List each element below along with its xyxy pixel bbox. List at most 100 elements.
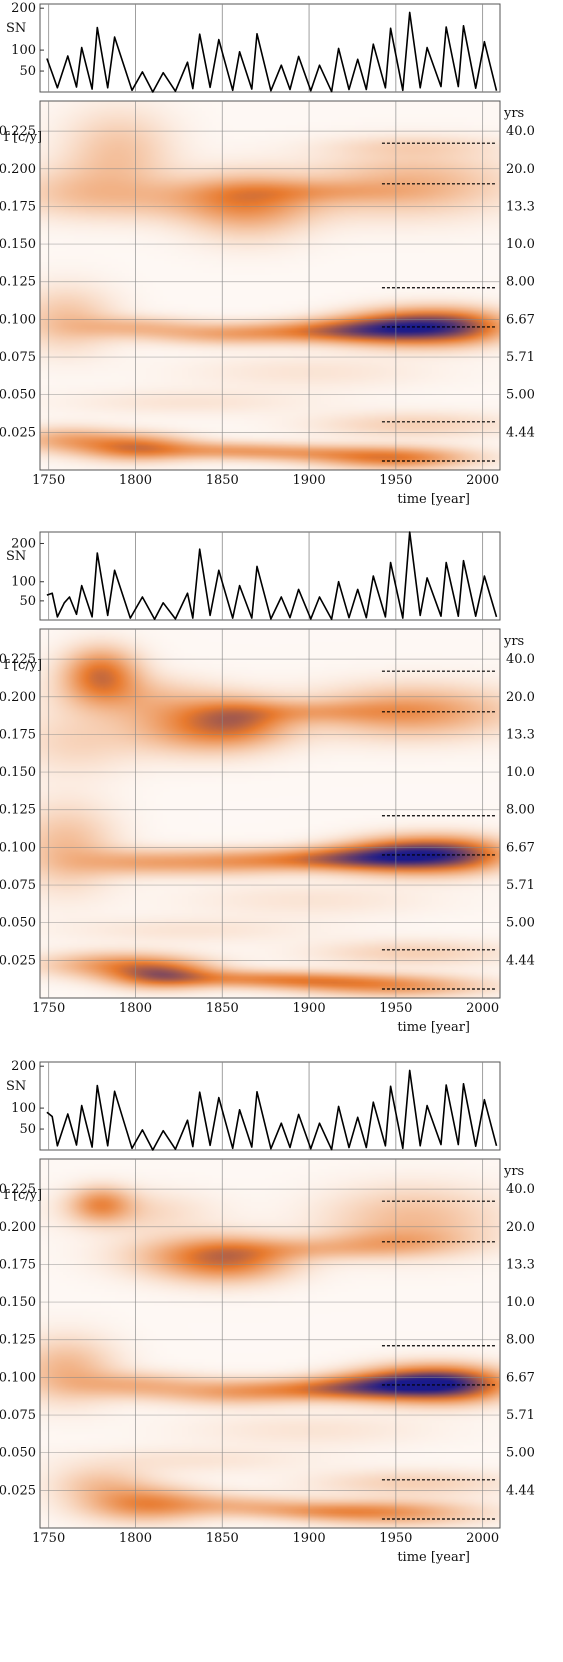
period-tick-label: 5.71	[506, 1408, 535, 1423]
sn-axis-label: SN	[6, 549, 26, 564]
sn-tick-label: 100	[11, 575, 36, 590]
period-tick-label: 5.00	[506, 388, 535, 403]
f-tick-label: 0.175	[0, 727, 36, 742]
period-tick-label: 5.00	[506, 1446, 535, 1461]
spectrogram-image	[40, 101, 500, 470]
sn-frame	[39, 3, 501, 93]
period-tick-label: 5.71	[506, 350, 535, 365]
f-tick-label: 0.125	[0, 1333, 36, 1348]
period-tick-label: 13.3	[506, 727, 535, 742]
f-tick-label: 0.100	[0, 1370, 36, 1385]
f-tick-label: 0.150	[0, 765, 36, 780]
period-tick-label: 40.0	[506, 652, 535, 667]
period-tick-label: 10.0	[506, 765, 535, 780]
x-tick-label: 1750	[32, 1531, 65, 1546]
sn-tick-label: 100	[11, 1101, 36, 1116]
x-tick-label: 1900	[293, 1531, 326, 1546]
heatmap-frame	[39, 1158, 501, 1529]
f-tick-label: 0.150	[0, 237, 36, 252]
x-tick-label: 1800	[119, 1531, 152, 1546]
period-tick-label: 4.44	[506, 953, 535, 968]
x-tick-label: 1900	[293, 473, 326, 488]
f-tick-label: 0.050	[0, 388, 36, 403]
f-tick-label: 0.025	[0, 953, 36, 968]
period-tick-label: 6.67	[506, 840, 535, 855]
f-tick-label: 0.150	[0, 1295, 36, 1310]
x-tick-label: 1850	[206, 473, 239, 488]
period-tick-label: 10.0	[506, 1295, 535, 1310]
x-tick-label: 1750	[32, 1001, 65, 1016]
period-tick-label: 20.0	[506, 690, 535, 705]
f-tick-label: 0.075	[0, 1408, 36, 1423]
sn-tick-label: 200	[11, 1059, 36, 1074]
f-tick-label: 0.125	[0, 275, 36, 290]
panel-3: 50 100 200 SN 0.025 4.44 0.050 5.00 0.075 5.71 0.1…	[0, 1059, 535, 1565]
f-tick-label: 0.175	[0, 199, 36, 214]
f-tick-label: 0.050	[0, 1446, 36, 1461]
period-tick-label: 8.00	[506, 275, 535, 290]
sn-series-line	[46, 11, 498, 93]
x-tick-label: 1900	[293, 1001, 326, 1016]
period-tick-label: 13.3	[506, 1257, 535, 1272]
f-tick-label: 0.225	[0, 652, 36, 667]
f-tick-label: 0.225	[0, 124, 36, 139]
time-axis-label: time [year]	[397, 1020, 470, 1035]
f-tick-label: 0.200	[0, 1220, 36, 1235]
period-tick-label: 13.3	[506, 199, 535, 214]
sn-tick-label: 200	[11, 536, 36, 551]
f-tick-label: 0.025	[0, 425, 36, 440]
period-tick-label: 40.0	[506, 124, 535, 139]
period-tick-label: 5.71	[506, 878, 535, 893]
f-tick-label: 0.025	[0, 1483, 36, 1498]
sn-series-line	[46, 531, 498, 620]
x-tick-label: 1800	[119, 1001, 152, 1016]
sn-tick-label: 50	[19, 594, 36, 609]
f-tick-label: 0.175	[0, 1257, 36, 1272]
period-tick-label: 40.0	[506, 1182, 535, 1197]
period-unit-label: yrs	[503, 106, 524, 121]
panel-1: 50 100 200 SN 0.025 4.44 0.050 5.00 0.075 5.71 0.1…	[0, 1, 535, 507]
spectrogram-image	[40, 629, 500, 998]
x-tick-label: 1800	[119, 473, 152, 488]
f-tick-label: 0.125	[0, 803, 36, 818]
sn-series-line	[46, 1069, 498, 1151]
sn-tick-label: 100	[11, 43, 36, 58]
sn-axis-label: SN	[6, 1079, 26, 1094]
f-tick-label: 0.075	[0, 878, 36, 893]
f-tick-label: 0.100	[0, 312, 36, 327]
f-tick-label: 0.075	[0, 350, 36, 365]
x-tick-label: 1850	[206, 1001, 239, 1016]
freq-axis-label: f [c/y]	[4, 658, 42, 673]
period-tick-label: 6.67	[506, 1370, 535, 1385]
x-tick-label: 1750	[32, 473, 65, 488]
heatmap-frame	[39, 100, 501, 471]
f-tick-label: 0.050	[0, 916, 36, 931]
f-tick-label: 0.200	[0, 690, 36, 705]
period-tick-label: 8.00	[506, 803, 535, 818]
x-tick-label: 2000	[466, 1001, 499, 1016]
x-tick-label: 1850	[206, 1531, 239, 1546]
freq-axis-label: f [c/y]	[4, 1188, 42, 1203]
period-tick-label: 4.44	[506, 1483, 535, 1498]
heatmap-frame	[39, 628, 501, 999]
period-unit-label: yrs	[503, 634, 524, 649]
f-tick-label: 0.200	[0, 162, 36, 177]
spectrogram-image	[40, 1159, 500, 1528]
period-unit-label: yrs	[503, 1164, 524, 1179]
period-tick-label: 6.67	[506, 312, 535, 327]
period-tick-label: 4.44	[506, 425, 535, 440]
sn-tick-label: 50	[19, 64, 36, 79]
period-tick-label: 20.0	[506, 162, 535, 177]
sn-tick-label: 50	[19, 1122, 36, 1137]
x-tick-label: 1950	[379, 1001, 412, 1016]
period-tick-label: 8.00	[506, 1333, 535, 1348]
x-tick-label: 2000	[466, 1531, 499, 1546]
time-axis-label: time [year]	[397, 1550, 470, 1565]
period-tick-label: 20.0	[506, 1220, 535, 1235]
f-tick-label: 0.225	[0, 1182, 36, 1197]
x-tick-label: 1950	[379, 473, 412, 488]
period-tick-label: 5.00	[506, 916, 535, 931]
sn-axis-label: SN	[6, 21, 26, 36]
